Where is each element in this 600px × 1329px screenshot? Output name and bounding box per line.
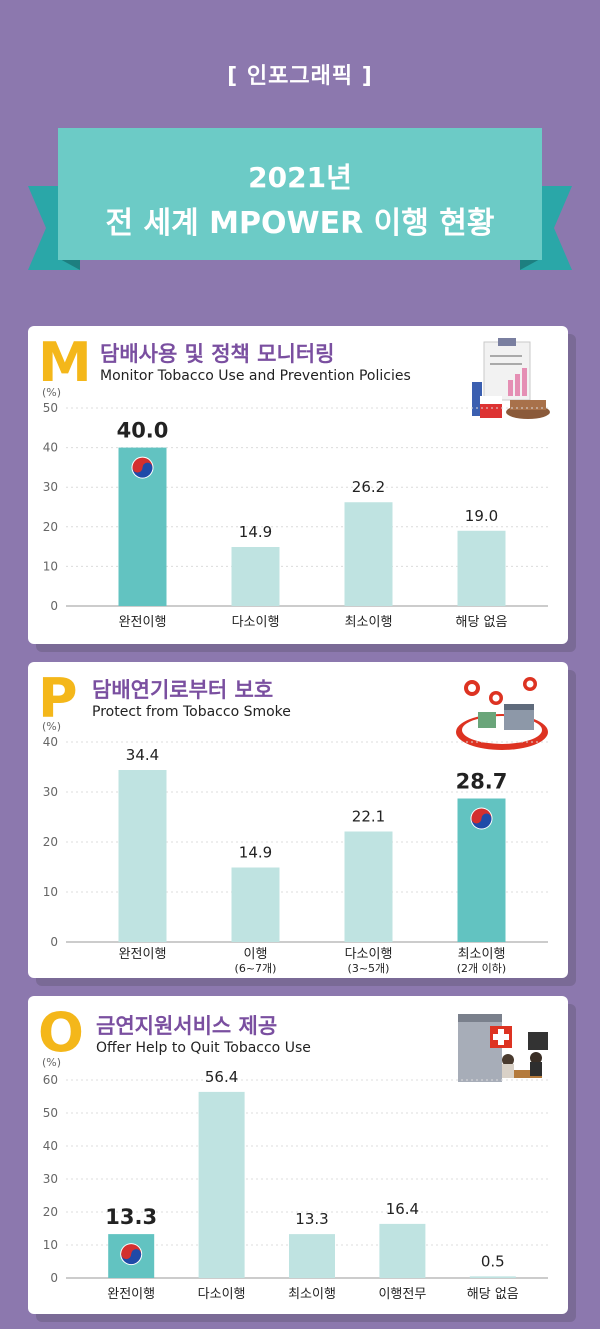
title-year: 2021년 [248,161,352,194]
section-subtitle: Offer Help to Quit Tobacco Use [96,1040,311,1056]
y-tick-label: 20 [43,520,58,534]
category-label: 다소이행 [198,1286,246,1302]
y-tick-label: 30 [43,1172,58,1186]
category-label: 완전이행 [107,1286,155,1302]
bar [118,770,167,942]
ribbon-shape [28,128,572,270]
y-tick-label: 40 [43,735,58,749]
value-label: 22.1 [352,808,385,826]
category-sublabel: (2개 이하) [457,961,506,975]
bar-chart: 0 10 20 30 40 50 40.0 완전이행 14.9 다소이행 26.2 최소이행 19.0 해… [43,401,548,630]
y-tick-label: 10 [43,1238,58,1252]
y-tick-label: 0 [50,935,58,949]
category-sublabel: (6~7개) [235,962,277,975]
value-label: 14.9 [239,844,272,862]
category-label: 해당 없음 [467,1287,519,1302]
korea-flag-icon [131,456,154,479]
y-tick-label: 20 [43,1205,58,1219]
y-tick-label: 30 [43,480,58,494]
clinic-counseling-icon [458,1014,548,1082]
bar-chart: 0 10 20 30 40 50 60 13.3 완전이행 56.4 다소이행 13.3 최소이행 16.… [43,1068,548,1302]
y-unit: (%) [42,720,62,733]
value-label: 26.2 [352,478,385,496]
bar [231,867,280,942]
category-label: 이행 [244,946,268,962]
section-letter: M [38,331,92,394]
y-tick-label: 10 [43,559,58,573]
bar [344,502,393,606]
value-label: 19.0 [465,507,498,525]
y-tick-label: 0 [50,599,58,613]
category-label: 다소이행 [232,614,280,630]
value-label: 0.5 [481,1252,505,1270]
infographic-tag: [ 인포그래픽 ] [227,64,373,89]
bar [344,831,393,942]
y-tick-label: 40 [43,441,58,455]
bar [457,530,506,606]
y-tick-label: 40 [43,1139,58,1153]
value-label: 56.4 [205,1068,238,1086]
y-unit: (%) [42,386,62,399]
no-smoking-zone-icon [456,677,548,750]
title-ribbon: 2021년 전 세계 MPOWER 이행 현황 [0,128,600,278]
y-tick-label: 50 [43,1106,58,1120]
value-label: 34.4 [126,746,159,764]
category-label: 최소이행 [288,1286,336,1302]
y-tick-label: 50 [43,401,58,415]
bar [469,1276,516,1278]
value-label: 14.9 [239,523,272,541]
bar [379,1223,426,1278]
card-offer: O 금연지원서비스 제공 Offer Help to Quit Tobacco … [28,996,568,1314]
title-main: 전 세계 MPOWER 이행 현황 [105,206,495,241]
korea-flag-icon [470,807,493,830]
section-title: 담배사용 및 정책 모니터링 [100,342,335,366]
category-label: 최소이행 [458,946,506,962]
value-label: 13.3 [105,1205,157,1229]
section-title: 금연지원서비스 제공 [96,1014,278,1038]
value-label: 13.3 [295,1210,328,1228]
category-label: 최소이행 [345,614,393,630]
category-label: 다소이행 [345,946,393,962]
section-subtitle: Protect from Tobacco Smoke [92,704,291,720]
category-label: 해당 없음 [456,615,508,630]
bar [231,546,280,606]
y-tick-label: 30 [43,785,58,799]
y-tick-label: 10 [43,885,58,899]
value-label: 40.0 [117,419,169,443]
card-monitor: M 담배사용 및 정책 모니터링 Monitor Tobacco Use and… [28,326,568,644]
bar-chart: 0 10 20 30 40 34.4 완전이행 14.9 이행(6~7개) 22.1 다소이행(3~… [43,735,548,975]
value-label: 28.7 [456,770,508,794]
section-title: 담배연기로부터 보호 [92,678,274,702]
y-tick-label: 60 [43,1073,58,1087]
y-tick-label: 0 [50,1271,58,1285]
y-tick-label: 20 [43,835,58,849]
bar [198,1091,245,1278]
category-label: 이행전무 [378,1286,426,1302]
korea-flag-icon [120,1243,143,1266]
value-label: 16.4 [386,1200,419,1218]
category-sublabel: (3~5개) [348,962,390,975]
card-protect: P 담배연기로부터 보호 Protect from Tobacco Smoke … [28,662,568,978]
category-label: 완전이행 [119,946,167,962]
category-label: 완전이행 [119,614,167,630]
y-unit: (%) [42,1056,62,1069]
section-subtitle: Monitor Tobacco Use and Prevention Polic… [100,368,411,384]
section-letter: O [38,1001,84,1064]
section-letter: P [38,667,78,730]
bar [289,1234,335,1278]
